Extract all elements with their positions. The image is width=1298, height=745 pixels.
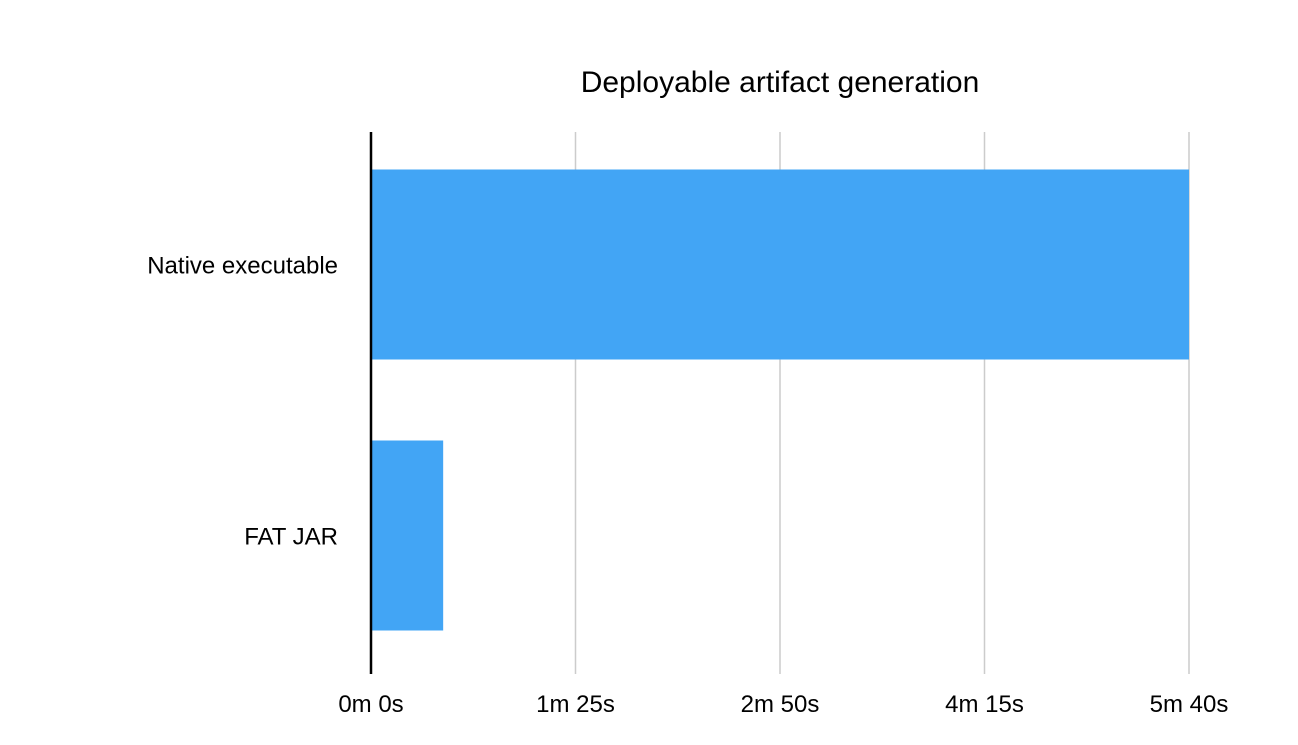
category-label: Native executable (147, 253, 338, 280)
chart-title: Deployable artifact generation (581, 66, 980, 99)
x-tick-label: 4m 15s (945, 691, 1024, 718)
x-tick-label: 5m 40s (1150, 691, 1229, 718)
category-label: FAT JAR (244, 524, 338, 551)
bars (371, 169, 1189, 631)
bar (371, 440, 444, 631)
x-tick-label: 0m 0s (338, 691, 403, 718)
x-tick-label: 2m 50s (741, 691, 820, 718)
x-tick-labels: 0m 0s 1m 25s 2m 50s 4m 15s 5m 40s (338, 691, 1228, 718)
x-tick-label: 1m 25s (536, 691, 615, 718)
category-labels: Native executable FAT JAR (147, 253, 338, 551)
bar (371, 169, 1189, 360)
